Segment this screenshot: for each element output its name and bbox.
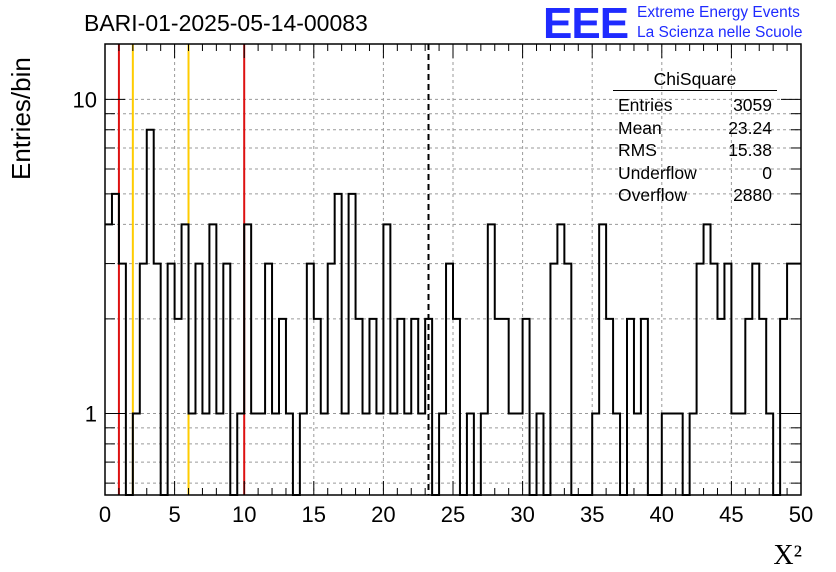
- stats-label: Entries: [618, 95, 673, 115]
- x-tick-label: 45: [719, 502, 743, 527]
- x-tick-label: 35: [580, 502, 604, 527]
- stats-value: 0: [762, 162, 772, 183]
- stats-row-overflow: Overflow 2880: [613, 184, 777, 207]
- x-tick-label: 25: [441, 502, 465, 527]
- x-tick-label: 50: [789, 502, 813, 527]
- stats-label: Overflow: [618, 185, 688, 205]
- x-tick-label: 40: [650, 502, 674, 527]
- tick-labels: 0 5 10 15 20 25 30 35 40 45 50 1 10: [73, 87, 814, 527]
- x-tick-label: 5: [168, 502, 180, 527]
- x-tick-label: 0: [99, 502, 111, 527]
- stats-row-mean: Mean 23.24: [613, 117, 777, 140]
- stats-label: Underflow: [618, 162, 697, 183]
- stats-value: 3059: [733, 95, 772, 115]
- eee-logo: EEE: [543, 0, 629, 48]
- y-axis-label: Entries/bin: [6, 57, 36, 180]
- stats-value: 23.24: [728, 117, 772, 138]
- x-tick-label: 30: [510, 502, 534, 527]
- stats-row-rms: RMS 15.38: [613, 139, 777, 162]
- stats-row-entries: Entries 3059: [613, 94, 777, 117]
- stats-title: ChiSquare: [613, 68, 777, 91]
- logo-line-2: La Scienza nelle Scuole: [637, 24, 803, 41]
- stats-row-underflow: Underflow 0: [613, 162, 777, 185]
- stats-value: 2880: [733, 185, 772, 205]
- chart-title: BARI-01-2025-05-14-00083: [84, 10, 368, 36]
- histogram-series: [105, 128, 801, 496]
- y-tick-label: 10: [73, 87, 97, 112]
- stats-label: Mean: [618, 117, 662, 138]
- axis-ticks: [104, 44, 802, 495]
- x-axis-label: X²: [773, 540, 802, 571]
- stats-value: 15.38: [728, 140, 772, 160]
- stats-label: RMS: [618, 140, 657, 160]
- x-tick-label: 15: [302, 502, 326, 527]
- x-tick-label: 10: [232, 502, 256, 527]
- stats-box: ChiSquare Entries 3059 Mean 23.24 RMS 15…: [613, 68, 777, 207]
- x-tick-label: 20: [371, 502, 395, 527]
- y-tick-label: 1: [85, 401, 97, 426]
- logo-line-1: Extreme Energy Events: [637, 4, 800, 21]
- histogram-steps: [105, 128, 801, 496]
